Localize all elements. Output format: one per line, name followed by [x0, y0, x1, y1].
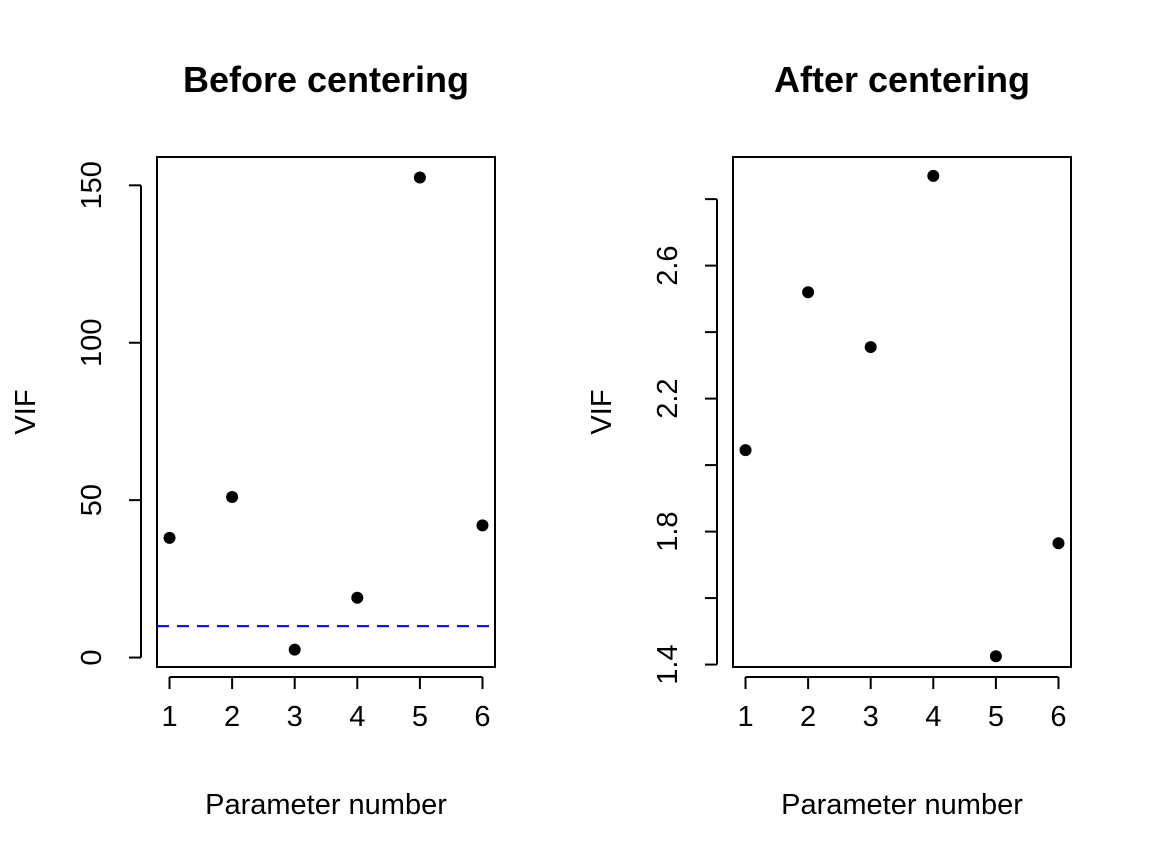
x-axis-label: Parameter number — [205, 789, 447, 821]
y-tick-label: 1.4 — [652, 644, 684, 684]
data-point — [802, 286, 815, 299]
y-tick-label: 0 — [76, 649, 108, 665]
data-point — [476, 519, 489, 532]
data-point — [927, 169, 940, 182]
y-tick-label: 2.2 — [652, 378, 684, 418]
x-tick-label: 4 — [349, 701, 365, 733]
x-tick-label: 2 — [224, 701, 240, 733]
x-axis-label: Parameter number — [781, 789, 1023, 821]
data-point — [288, 643, 301, 656]
plot-frame — [156, 156, 496, 668]
y-axis-label: VIF — [10, 389, 42, 434]
x-tick-label: 2 — [800, 701, 816, 733]
data-point — [1052, 537, 1065, 550]
y-tick-label: 50 — [76, 484, 108, 516]
plot-frame — [732, 156, 1072, 668]
plot-layer: 1 2 3 4 5 6 0 50 100 150 — [76, 161, 495, 733]
panel-after-centering: After centering Parameter number VIF 1 2 3… — [586, 59, 1072, 821]
plot-layer: 1 2 3 4 5 6 1.4 1.8 2.2 2.6 — [652, 169, 1067, 733]
x-tick-label: 5 — [412, 701, 428, 733]
y-tick-label: 100 — [76, 319, 108, 367]
data-point — [413, 171, 426, 184]
y-axis-label: VIF — [586, 389, 618, 434]
x-tick-label: 3 — [287, 701, 303, 733]
chart-title: After centering — [774, 59, 1030, 100]
data-point — [989, 650, 1002, 663]
data-point — [351, 591, 364, 604]
x-tick-label: 5 — [988, 701, 1004, 733]
data-point — [739, 444, 752, 457]
y-tick-label: 1.8 — [652, 511, 684, 551]
data-point — [163, 531, 176, 544]
x-tick-label: 6 — [474, 701, 490, 733]
x-tick-label: 6 — [1050, 701, 1066, 733]
y-tick-label: 2.6 — [652, 245, 684, 285]
y-tick-label: 150 — [76, 161, 108, 209]
x-tick-label: 3 — [863, 701, 879, 733]
chart-title: Before centering — [183, 59, 469, 100]
x-tick-label: 1 — [737, 701, 753, 733]
panel-before-centering: Before centering Parameter number VIF 1 2… — [10, 59, 496, 821]
x-tick-label: 4 — [925, 701, 941, 733]
data-point — [226, 491, 239, 503]
x-tick-label: 1 — [161, 701, 177, 733]
data-point — [864, 341, 877, 354]
